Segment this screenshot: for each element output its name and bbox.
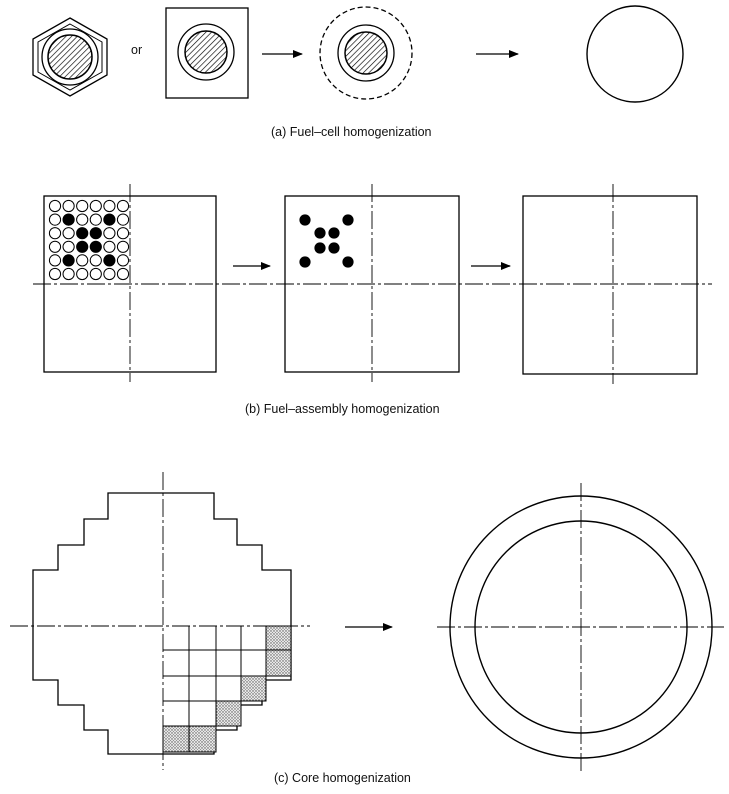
fuel-pin [89, 199, 102, 213]
fuel-pellet-cylinder [344, 31, 388, 75]
fuel-pin [48, 213, 62, 226]
fuel-pin [48, 254, 62, 267]
absorber-pin [328, 242, 340, 254]
fuel-pin [48, 227, 62, 240]
fuel-pin [48, 267, 62, 281]
fuel-pin [103, 199, 116, 213]
absorber-pin [299, 256, 311, 268]
assembly-3 [522, 184, 698, 384]
assembly-1 [43, 184, 217, 382]
stepped-core-map [10, 472, 310, 770]
fuel-pin [116, 199, 130, 213]
absorber-pin [76, 227, 89, 240]
fuel-pin [48, 240, 62, 253]
or-label: or [131, 43, 142, 57]
fuel-pin [48, 199, 62, 213]
fuel-pin [62, 240, 75, 253]
homogenized-core [437, 483, 724, 772]
absorber-pin [62, 213, 75, 226]
fuel-pin [116, 267, 130, 281]
fuel-pin [116, 213, 130, 226]
absorber-pin [328, 227, 340, 239]
section-c: (c) Core homogenization [10, 472, 724, 785]
shaded-cell [265, 649, 292, 677]
fuel-pin [103, 240, 116, 253]
section-a: or (a) Fuel–cell homogenization [32, 5, 684, 139]
cylindrized-fuel-cell [319, 6, 413, 100]
fuel-pin [76, 213, 89, 226]
fuel-pin [89, 254, 102, 267]
pin-lattice [48, 199, 130, 281]
assembly-2 [284, 184, 460, 382]
absorber-pin [314, 242, 326, 254]
absorber-pins [299, 214, 354, 268]
fuel-pin [76, 267, 89, 281]
fuel-pin [116, 227, 130, 240]
caption-b: (b) Fuel–assembly homogenization [245, 402, 440, 416]
section-b: (b) Fuel–assembly homogenization [33, 184, 712, 416]
shaded-cell [240, 675, 267, 702]
shaded-cell [162, 725, 190, 753]
absorber-pin [342, 214, 354, 226]
fuel-pellet-hex [47, 34, 93, 80]
square-fuel-cell [165, 7, 249, 99]
absorber-pin [342, 256, 354, 268]
fuel-pin [76, 199, 89, 213]
fuel-pin [76, 254, 89, 267]
fuel-pin [62, 267, 75, 281]
absorber-pin [62, 254, 75, 267]
hexagonal-fuel-cell [32, 17, 108, 97]
absorber-pin [299, 214, 311, 226]
fuel-pin [89, 267, 102, 281]
fuel-pin [62, 227, 75, 240]
absorber-pin [103, 213, 116, 226]
shaded-cell [188, 725, 217, 753]
fuel-pin [116, 254, 130, 267]
absorber-pin [76, 240, 89, 253]
homogenized-cell [586, 5, 684, 103]
fuel-pin [103, 227, 116, 240]
shaded-cell [265, 625, 292, 651]
fuel-pin [62, 199, 75, 213]
caption-c: (c) Core homogenization [274, 771, 411, 785]
shaded-cell [215, 700, 242, 727]
fuel-pin [89, 213, 102, 226]
caption-a: (a) Fuel–cell homogenization [271, 125, 432, 139]
absorber-pin [89, 227, 102, 240]
absorber-pin [89, 240, 102, 253]
absorber-pin [314, 227, 326, 239]
absorber-pin [103, 254, 116, 267]
core-grid [162, 625, 292, 753]
fuel-pin [103, 267, 116, 281]
fuel-pellet-square [184, 30, 228, 74]
fuel-pin [116, 240, 130, 253]
